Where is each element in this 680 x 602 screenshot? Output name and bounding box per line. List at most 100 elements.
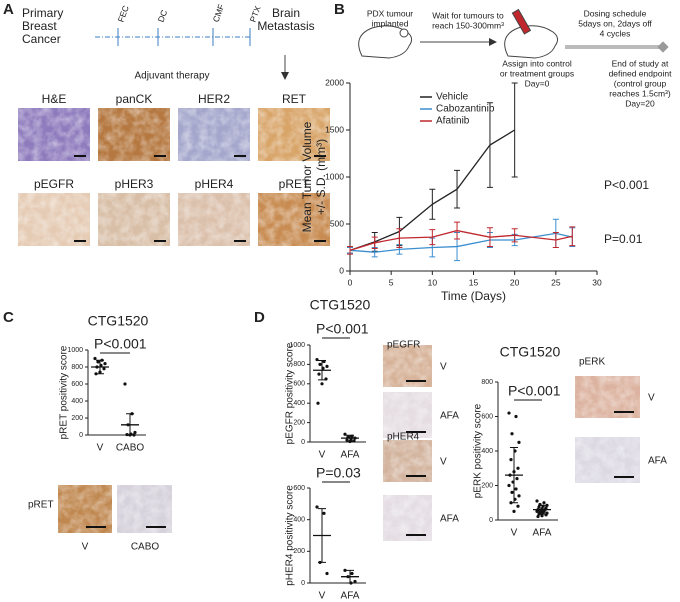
stain-label: HER2 bbox=[198, 92, 230, 106]
p-value: P<0.001 bbox=[94, 336, 147, 352]
y-tick-label: 200 bbox=[293, 548, 305, 555]
step-text: Assign into control bbox=[502, 58, 572, 68]
error-bar bbox=[347, 246, 353, 255]
y-tick-label: 0 bbox=[301, 580, 305, 587]
regimen: FEC bbox=[116, 4, 131, 23]
stain-label: pHER3 bbox=[115, 177, 154, 191]
data-point bbox=[315, 357, 319, 362]
y-tick-label: 200 bbox=[293, 419, 305, 426]
y-tick-label: 1500 bbox=[325, 124, 344, 134]
step-text: Day=0 bbox=[525, 78, 550, 88]
sd-bar bbox=[538, 504, 546, 515]
step-text: reach 150-300mm³ bbox=[432, 20, 504, 30]
step-text: defined endpoint bbox=[609, 68, 673, 78]
regimen: CMF bbox=[211, 3, 227, 24]
x-tick-label: AFA bbox=[341, 450, 360, 461]
x-tick-label: 30 bbox=[592, 277, 602, 287]
error-bar bbox=[511, 82, 518, 178]
y-tick-label: 2000 bbox=[325, 77, 344, 87]
x-tick-label: 0 bbox=[348, 277, 353, 287]
x-tick-label: 20 bbox=[510, 277, 520, 287]
y-tick-label: 500 bbox=[330, 218, 344, 228]
data-point bbox=[515, 477, 519, 481]
stain-label: H&E bbox=[42, 92, 67, 106]
panel-label: D bbox=[254, 309, 265, 326]
image-texture bbox=[58, 485, 112, 533]
data-point bbox=[96, 360, 100, 364]
data-point bbox=[353, 579, 357, 584]
data-point bbox=[535, 509, 539, 513]
sd-bar bbox=[318, 360, 326, 381]
origin-text: Cancer bbox=[22, 32, 61, 46]
data-point bbox=[517, 494, 521, 498]
image-texture bbox=[178, 193, 250, 246]
stain-label: pHER4 bbox=[387, 432, 420, 443]
y-tick-label: 800 bbox=[71, 364, 83, 371]
x-tick-label: V bbox=[97, 443, 104, 454]
x-tick-label: AFA bbox=[341, 591, 360, 602]
step-text: implanted bbox=[372, 18, 409, 28]
y-tick-label: 0 bbox=[301, 439, 305, 446]
panel-label: C bbox=[3, 309, 14, 326]
p-value: P=0.01 bbox=[604, 232, 643, 246]
data-point bbox=[510, 432, 514, 436]
y-tick-label: 1000 bbox=[67, 347, 83, 354]
data-point bbox=[507, 411, 511, 415]
series-line bbox=[349, 229, 573, 251]
y-tick-label: 400 bbox=[293, 400, 305, 407]
data-point bbox=[516, 466, 520, 470]
data-point bbox=[318, 362, 322, 366]
error-bar bbox=[429, 188, 436, 220]
x-tick-label: V bbox=[511, 528, 518, 539]
y-tick-label: 1000 bbox=[289, 342, 305, 349]
data-point bbox=[343, 568, 347, 572]
y-tick-label: 200 bbox=[71, 415, 83, 422]
x-tick-label: 25 bbox=[551, 277, 561, 287]
y-tick-label: 600 bbox=[293, 381, 305, 388]
data-point bbox=[537, 505, 541, 509]
error-bar bbox=[371, 236, 378, 249]
y-axis-label: pEGFR positivity score bbox=[285, 342, 296, 444]
data-point bbox=[320, 382, 324, 386]
chart-title: CTG1520 bbox=[500, 344, 561, 360]
y-tick-label: 0 bbox=[79, 432, 83, 439]
legend-label: Vehicle bbox=[436, 92, 469, 103]
outcome-text: Brain bbox=[272, 6, 300, 20]
data-point bbox=[102, 367, 106, 371]
data-point bbox=[510, 490, 514, 494]
y-axis-label: +/- S.D. (mm³) bbox=[314, 139, 328, 215]
y-tick-label: 600 bbox=[293, 485, 305, 492]
image-texture bbox=[18, 193, 90, 246]
error-bar bbox=[486, 102, 493, 188]
y-tick-label: 0 bbox=[339, 265, 344, 275]
image-label: CABO bbox=[131, 542, 160, 553]
data-point bbox=[507, 483, 511, 488]
regimen: DC bbox=[156, 8, 170, 23]
x-tick-label: 5 bbox=[389, 277, 394, 287]
series-line bbox=[349, 232, 573, 253]
y-tick-label: 600 bbox=[71, 381, 83, 388]
image-texture bbox=[383, 392, 432, 438]
stain-label: pERK bbox=[579, 357, 605, 368]
image-texture bbox=[575, 437, 640, 483]
image-label: V bbox=[440, 362, 447, 373]
image-label: AFA bbox=[440, 411, 459, 422]
data-point bbox=[325, 571, 329, 576]
origin-text: Breast bbox=[22, 19, 57, 33]
image-label: V bbox=[82, 542, 89, 553]
y-tick-label: 400 bbox=[293, 517, 305, 524]
data-point bbox=[316, 401, 320, 405]
data-point bbox=[540, 514, 544, 518]
data-point bbox=[542, 501, 546, 505]
y-tick-label: 1000 bbox=[325, 171, 344, 181]
data-point bbox=[103, 362, 107, 366]
image-label: V bbox=[440, 457, 447, 468]
p-value: P<0.001 bbox=[604, 178, 649, 192]
x-tick-label: AFA bbox=[533, 528, 552, 539]
sd-bar bbox=[346, 434, 354, 442]
data-point bbox=[322, 511, 326, 515]
stain-label: pEGFR bbox=[387, 340, 420, 351]
sd-bar bbox=[318, 508, 326, 563]
step-text: 5days on, 2days off bbox=[578, 18, 652, 28]
schematic bbox=[95, 8, 669, 80]
